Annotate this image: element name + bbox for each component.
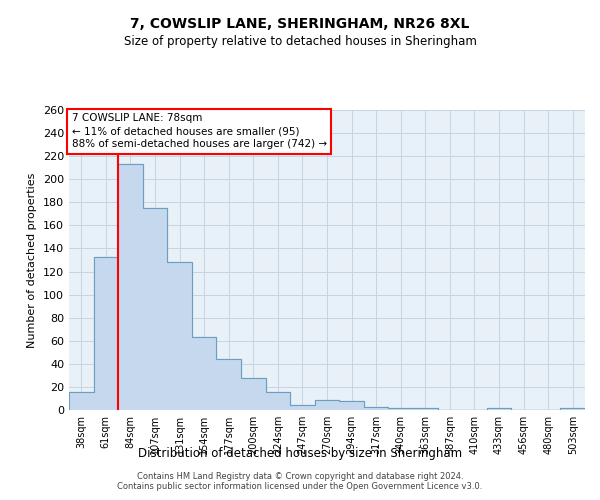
Text: 7, COWSLIP LANE, SHERINGHAM, NR26 8XL: 7, COWSLIP LANE, SHERINGHAM, NR26 8XL (130, 18, 470, 32)
Text: Contains public sector information licensed under the Open Government Licence v3: Contains public sector information licen… (118, 482, 482, 491)
Text: Contains HM Land Registry data © Crown copyright and database right 2024.: Contains HM Land Registry data © Crown c… (137, 472, 463, 481)
Text: Size of property relative to detached houses in Sheringham: Size of property relative to detached ho… (124, 35, 476, 48)
Text: Distribution of detached houses by size in Sheringham: Distribution of detached houses by size … (138, 448, 462, 460)
Polygon shape (69, 164, 585, 410)
Text: 7 COWSLIP LANE: 78sqm
← 11% of detached houses are smaller (95)
88% of semi-deta: 7 COWSLIP LANE: 78sqm ← 11% of detached … (71, 113, 327, 150)
Y-axis label: Number of detached properties: Number of detached properties (28, 172, 37, 348)
